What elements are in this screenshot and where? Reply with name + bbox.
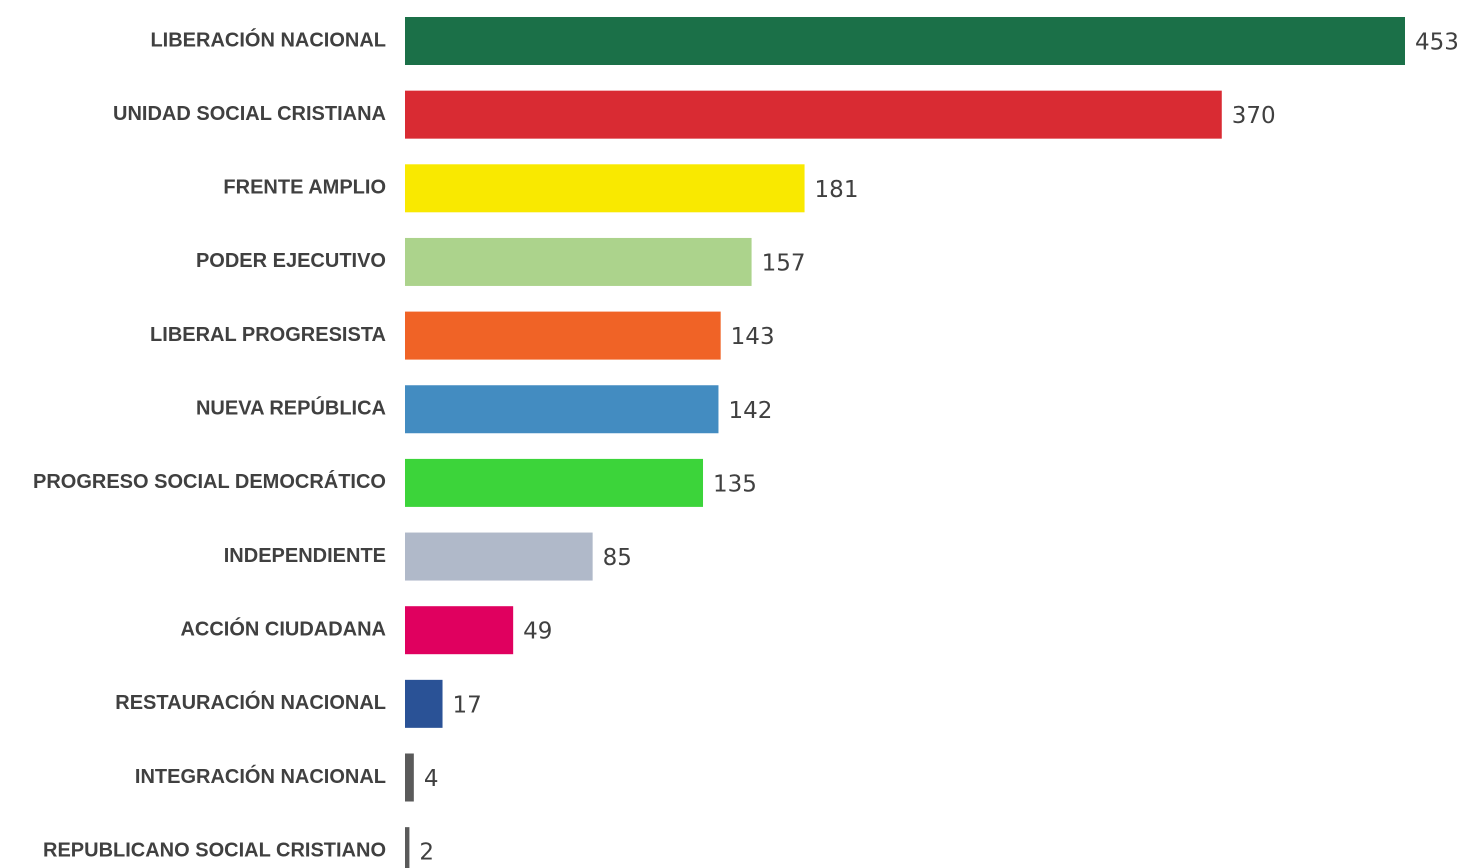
value-label: 142 — [728, 398, 772, 424]
value-label: 453 — [1415, 30, 1459, 56]
category-label: LIBERAL PROGRESISTA — [150, 324, 386, 346]
value-label: 17 — [453, 692, 482, 718]
value-label: 4 — [424, 766, 439, 792]
bar — [405, 606, 514, 655]
value-label: 135 — [713, 471, 757, 497]
bar — [405, 311, 721, 360]
category-label: FRENTE AMPLIO — [223, 177, 386, 199]
bar — [405, 532, 593, 581]
category-label: LIBERACIÓN NACIONAL — [150, 27, 386, 51]
value-label: 370 — [1232, 103, 1276, 129]
value-label: 181 — [815, 177, 859, 203]
value-label: 157 — [762, 250, 806, 276]
category-label: RESTAURACIÓN NACIONAL — [115, 690, 386, 714]
bar — [405, 17, 1405, 65]
value-label: 85 — [603, 545, 632, 571]
bar — [405, 458, 704, 507]
bar — [405, 164, 805, 213]
bar — [405, 237, 752, 286]
bar — [405, 827, 410, 868]
bar — [405, 753, 414, 802]
category-label: PROGRESO SOCIAL DEMOCRÁTICO — [33, 470, 386, 493]
category-label: ACCIÓN CIUDADANA — [180, 616, 386, 640]
category-label: PODER EJECUTIVO — [196, 250, 386, 272]
category-label: UNIDAD SOCIAL CRISTIANA — [113, 103, 386, 125]
value-label: 2 — [419, 840, 434, 866]
category-label: REPUBLICANO SOCIAL CRISTIANO — [43, 839, 386, 861]
bar — [405, 385, 719, 434]
bar — [405, 679, 443, 728]
category-label: INDEPENDIENTE — [224, 545, 386, 567]
value-label: 143 — [731, 324, 775, 350]
bar — [405, 90, 1222, 139]
category-label: INTEGRACIÓN NACIONAL — [135, 764, 386, 788]
value-label: 49 — [523, 619, 552, 645]
category-label: NUEVA REPÚBLICA — [196, 396, 386, 420]
